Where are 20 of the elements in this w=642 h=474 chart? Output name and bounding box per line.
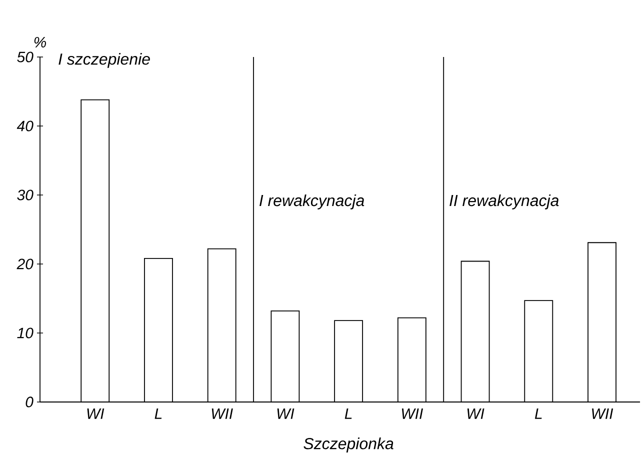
x-tick-label: L [344,408,352,419]
x-tick-label: WII [402,408,423,419]
annotation: II rewakcynacja [450,194,559,210]
x-tick-label: WII [592,408,614,419]
annotation: I rewakcynacja [260,194,364,210]
x-tick-label: WI [87,408,104,419]
x-tick-label: WI [277,408,294,419]
y-tick-label: 10 [17,328,34,338]
y-tick-label: 50 [17,52,34,62]
y-tick-label: 30 [17,190,34,200]
x-axis-title: Szczepionka [304,438,394,452]
annotation: I szczepienie [58,53,150,68]
x-tick-label: L [154,408,162,419]
y-tick-label: 20 [16,258,34,270]
x-tick-label: WI [467,408,484,419]
x-tick-label: WII [212,408,233,419]
y-tick-label: 0 [26,396,34,408]
x-tick-label: L [534,408,542,419]
y-axis-title: % [34,36,46,48]
y-tick-label: 40 [16,120,34,132]
